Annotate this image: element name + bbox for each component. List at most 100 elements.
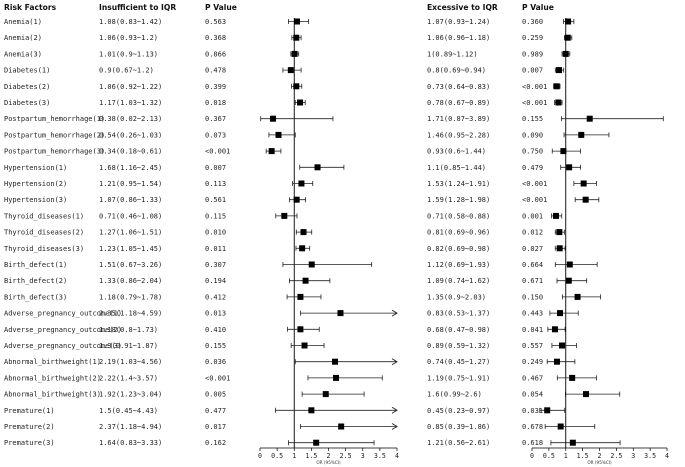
risk-factor-label: Thyroid_diseases(3) [4,245,84,253]
p-value-text: 0.115 [205,212,226,220]
p-value-text: 0.010 [205,229,226,237]
x-tick-label: 1.5 [305,452,317,460]
p-value-text: 0.113 [205,180,226,188]
p-value-text: 0.467 [522,374,543,382]
or-point-estimate [556,245,563,252]
or-point-estimate [544,407,551,414]
or-point-estimate [270,115,277,122]
or-point-estimate [574,293,581,300]
x-tick-label: 0.5 [543,452,555,460]
risk-factor-label: Premature(1) [4,407,55,415]
p-value-text: 0.249 [522,358,543,366]
or-point-estimate [333,374,340,381]
or-ci-text: 1.23(1.05~1.45) [99,245,162,253]
or-ci-text: 0.9(0.67~1.2) [99,67,154,75]
or-ci-text: 0.34(0.18~0.61) [99,148,162,156]
x-tick-label: 1.5 [577,452,589,460]
or-ci-text: 1.06(0.93~1.2) [99,34,158,42]
p-value-text: 0.678 [522,423,543,431]
x-tick-label: 3.5 [374,452,386,460]
p-value-text: 0.368 [205,34,226,42]
or-point-estimate [559,342,566,349]
or-point-estimate [586,115,593,122]
or-ci-text: 0.73(0.64~0.83) [427,83,490,91]
or-ci-text: 2.22(1.4~3.57) [99,374,158,382]
or-ci-text: 1.92(1.23~3.04) [99,391,162,399]
p-value-text: 0.307 [205,261,226,269]
or-ci-text: 0.54(0.26~1.03) [99,131,162,139]
p-value-text: 0.557 [522,342,543,350]
or-ci-text: 1.59(1.28~1.98) [427,196,490,204]
risk-factor-label: Premature(2) [4,423,55,431]
x-tick-label: 2.5 [610,452,622,460]
p-value-text: 0.443 [522,310,543,318]
p-value-text: 0.150 [522,293,543,301]
or-ci-text: 0.8(0.69~0.94) [427,67,486,75]
or-point-estimate [569,439,576,446]
p-value-text: <0.001 [522,196,547,204]
risk-factor-label: Anemia(1) [4,18,42,26]
p-value-text: <0.001 [522,180,547,188]
p-value-text: 0.073 [205,131,226,139]
or-point-estimate [565,18,572,25]
x-tick-label: 4 [395,452,399,460]
or-ci-text: 1.18(0.79~1.78) [99,293,162,301]
or-point-estimate [314,164,321,171]
risk-factor-label: Abnormal_birthweight(1) [4,358,101,366]
risk-factor-label: Diabetes(2) [4,83,50,91]
forest-panel-excessive: 0 0.5 1 1.5 2 2.5 3 3.5 4 OR (95%CI) 1.07(0.93~1.2… [427,18,669,465]
ci-arrow [391,423,398,430]
or-point-estimate [268,148,275,155]
risk-factor-label: Postpartum_hemorrhage(3) [4,148,105,156]
ci-arrow [391,406,398,414]
p-value-text: 0.011 [205,245,226,253]
or-point-estimate [302,277,309,284]
or-point-estimate [551,326,558,333]
p-value-text: 0.012 [522,229,543,237]
or-point-estimate [580,180,587,187]
risk-factor-label: Postpartum_hemorrhage(2) [4,131,105,139]
or-point-estimate [308,261,315,268]
or-ci-text: 0.45(0.23~0.97) [427,407,490,415]
p-value-text: <0.001 [522,83,547,91]
or-ci-text: 1.64(0.83~3.33) [99,439,162,447]
p-value-text: 0.155 [522,115,543,123]
header-p-value-1: P Value [205,3,237,12]
or-ci-text: 1.27(1.06~1.51) [99,229,162,237]
or-ci-text: 1.51(0.67~3.26) [99,261,162,269]
or-ci-text: 1.07(0.93~1.24) [427,18,490,26]
x-tick-label: 0.5 [271,452,283,460]
or-point-estimate [552,212,559,219]
or-point-estimate [583,391,589,398]
or-point-estimate [308,407,315,414]
or-ci-text: 0.71(0.58~0.88) [427,212,490,220]
p-value-text: 0.478 [205,67,226,75]
x-axis-label: OR (95%CI) [316,460,341,465]
or-point-estimate [556,67,562,74]
p-value-text: 0.018 [205,99,226,107]
or-ci-text: 1.33(0.86~2.04) [99,277,162,285]
or-ci-text: 1.71(0.87~3.89) [427,115,490,123]
or-point-estimate [560,148,567,155]
or-point-estimate [313,439,320,446]
p-value-text: 0.054 [522,391,543,399]
risk-factor-labels: Anemia(1) Anemia(2) Anemia(3) Diabetes(1) Di… [4,18,122,447]
column-headers: Risk Factors Insufficient to IQR P Value… [4,3,554,12]
or-ci-text: 2.37(1.18~4.94) [99,423,162,431]
p-value-text: 0.563 [205,18,226,26]
or-ci-text: 1.21(0.95~1.54) [99,180,162,188]
or-ci-text: 0.38(0.02~2.13) [99,115,162,123]
or-ci-text: 1.12(0.69~1.93) [427,261,490,269]
p-value-text: 0.005 [205,391,226,399]
or-point-estimate [291,50,298,57]
or-point-estimate [557,423,564,430]
or-point-estimate [301,342,308,349]
or-ci-text: 1.09(0.74~1.62) [427,277,490,285]
risk-factor-label: Postpartum_hemorrhage(1) [4,115,105,123]
p-value-text: 0.561 [205,196,226,204]
or-ci-text: 0.71(0.46~1.08) [99,212,162,220]
p-value-text: 0.367 [205,115,226,123]
risk-factor-label: Hypertension(3) [4,196,67,204]
p-value-text: 0.399 [205,83,226,91]
